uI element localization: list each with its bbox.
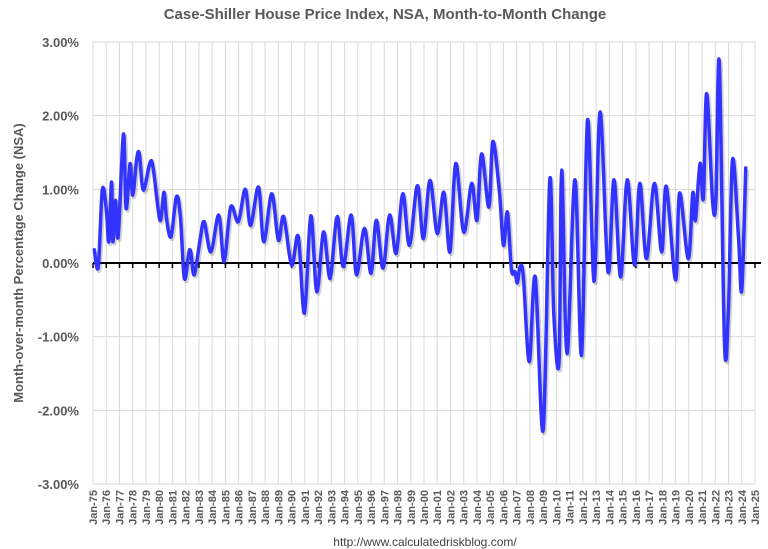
x-tick-label: Jan-19 (671, 490, 683, 525)
y-tick-label: 2.00% (42, 109, 79, 124)
x-tick-label: Jan-05 (485, 490, 497, 525)
x-tick-label: Jan-81 (167, 490, 179, 525)
x-tick-label: Jan-93 (326, 490, 338, 525)
x-tick-label: Jan-17 (644, 490, 656, 525)
x-tick-label: Jan-92 (313, 490, 325, 525)
y-axis-label: Month-over-month Percentage Change (NSA) (11, 123, 26, 403)
x-tick-label: Jan-16 (631, 490, 643, 525)
x-tick-label: Jan-99 (406, 490, 418, 525)
x-tick-label: Jan-04 (472, 489, 484, 525)
y-tick-label: 0.00% (42, 256, 79, 271)
x-tick-label: Jan-95 (353, 490, 365, 525)
x-tick-label: Jan-94 (340, 489, 352, 525)
x-tick-label: Jan-85 (220, 490, 232, 525)
x-tick-label: Jan-87 (247, 490, 259, 525)
x-tick-label: Jan-97 (379, 490, 391, 525)
x-tick-label: Jan-20 (684, 490, 696, 525)
x-tick-label: Jan-06 (498, 490, 510, 525)
x-tick-label: Jan-82 (181, 490, 193, 525)
x-tick-label: Jan-83 (194, 490, 206, 525)
x-tick-label: Jan-77 (114, 490, 126, 525)
series-line (92, 57, 748, 433)
x-tick-label: Jan-79 (141, 490, 153, 525)
x-tick-label: Jan-08 (525, 490, 537, 525)
x-tick-label: Jan-90 (287, 490, 299, 525)
x-tick-label: Jan-12 (578, 490, 590, 525)
x-tick-label: Jan-25 (750, 490, 762, 525)
x-tick-label: Jan-03 (459, 490, 471, 525)
x-tick-label: Jan-88 (260, 490, 272, 525)
y-tick-label: 1.00% (42, 182, 79, 197)
chart-title: Case-Shiller House Price Index, NSA, Mon… (164, 6, 607, 23)
x-tick-label: Jan-09 (538, 490, 550, 525)
y-tick-label: 3.00% (42, 35, 79, 50)
x-tick-label: Jan-76 (101, 490, 113, 525)
x-tick-label: Jan-75 (88, 490, 100, 525)
y-tick-label: -2.00% (38, 403, 80, 418)
x-tick-label: Jan-80 (154, 490, 166, 525)
x-tick-label: Jan-14 (604, 489, 616, 525)
y-tick-label: -1.00% (38, 330, 80, 345)
x-tick-label: Jan-11 (565, 490, 577, 524)
source-url: http://www.calculatedriskblog.com/ (333, 535, 517, 549)
y-tick-label: -3.00% (38, 477, 80, 492)
x-tick-label: Jan-96 (366, 490, 378, 525)
x-tick-label: Jan-10 (551, 490, 563, 525)
x-tick-label: Jan-07 (512, 490, 524, 525)
x-tick-label: Jan-00 (419, 490, 431, 525)
x-tick-label: Jan-21 (697, 490, 709, 525)
x-tick-label: Jan-84 (207, 489, 219, 525)
y-tick-labels: -3.00% -2.00% -1.00% 0.00% 1.00% 2.00% 3.00% (38, 35, 80, 492)
x-tick-label: Jan-22 (710, 490, 722, 525)
x-tick-label: Jan-13 (591, 490, 603, 525)
x-tick-label: Jan-23 (724, 490, 736, 525)
x-tick-label: Jan-01 (432, 490, 444, 525)
x-tick-label: Jan-89 (273, 490, 285, 525)
x-tick-label: Jan-18 (657, 490, 669, 525)
x-tick-label: Jan-91 (300, 490, 312, 525)
x-tick-label: Jan-02 (445, 490, 457, 525)
x-tick-label: Jan-24 (737, 489, 749, 525)
x-tick-label: Jan-86 (234, 490, 246, 525)
series (92, 57, 750, 436)
x-tick-labels: Jan-75 Jan-76 Jan-77 Jan-78 Jan-79 Jan-80 Jan-… (88, 489, 762, 525)
x-tick-label: Jan-78 (128, 490, 140, 525)
x-tick-label: Jan-98 (393, 490, 405, 525)
x-tick-label: Jan-15 (618, 490, 630, 525)
